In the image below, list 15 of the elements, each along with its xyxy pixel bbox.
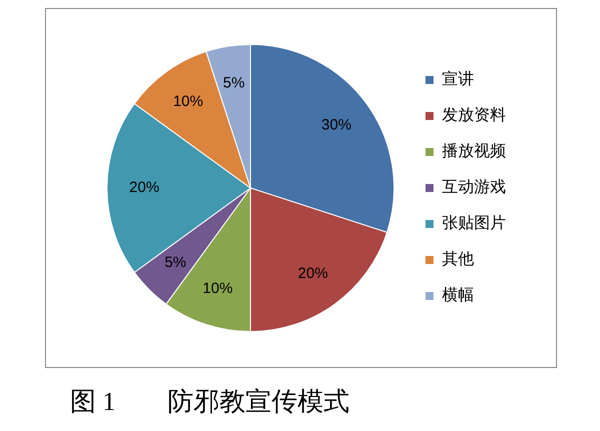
- data-label: 20%: [298, 265, 328, 282]
- caption: 图 1 防邪教宣传模式: [70, 386, 350, 418]
- legend-label: 播放视频: [442, 141, 506, 160]
- legend-label: 发放资料: [442, 105, 506, 124]
- legend-label: 其他: [442, 249, 474, 268]
- data-label: 5%: [223, 74, 245, 92]
- legend-label: 横幅: [442, 285, 474, 304]
- legend-label: 张贴图片: [442, 213, 506, 232]
- data-label: 10%: [173, 93, 204, 110]
- data-label: 10%: [202, 280, 233, 298]
- legend-label: 互动游戏: [442, 177, 506, 196]
- data-label: 20%: [129, 179, 160, 196]
- legend-label: 宣讲: [442, 69, 474, 88]
- data-label: 5%: [164, 254, 186, 272]
- data-label: 30%: [321, 116, 352, 134]
